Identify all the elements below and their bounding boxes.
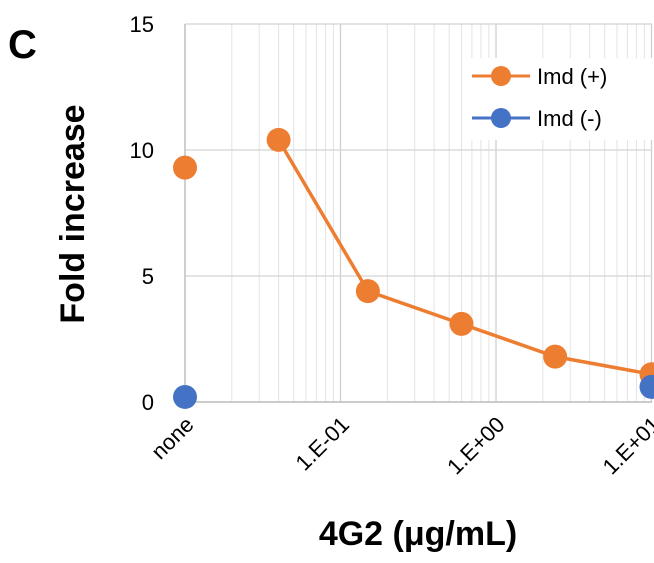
data-point xyxy=(355,279,380,304)
x-tick-label: 1.E+00 xyxy=(442,412,509,479)
series-line xyxy=(277,139,652,377)
y-tick-labels: 0 5 10 15 xyxy=(130,12,154,415)
y-tick-label: 15 xyxy=(130,12,154,37)
data-point xyxy=(173,155,197,180)
series-imd-minus xyxy=(173,374,654,409)
y-tick-label: 0 xyxy=(142,390,154,415)
y-axis-label: Fold increase xyxy=(54,104,92,323)
data-point xyxy=(543,344,568,369)
data-point xyxy=(639,374,654,399)
x-tick-label: 1.E-01 xyxy=(291,412,355,476)
panel-label: C xyxy=(8,23,37,67)
legend-label-imd-plus: Imd (+) xyxy=(537,64,607,89)
legend: Imd (+) Imd (-) xyxy=(462,58,654,140)
series-imd-plus xyxy=(173,127,654,387)
data-point xyxy=(449,311,474,336)
legend-marker-imd-plus xyxy=(491,66,511,86)
x-tick-labels: none 1.E-01 1.E+00 1.E+01 xyxy=(146,412,654,479)
legend-label-imd-minus: Imd (-) xyxy=(537,106,602,131)
axes xyxy=(184,24,652,403)
data-point xyxy=(173,384,197,409)
x-tick-label: 1.E+01 xyxy=(598,412,654,479)
series xyxy=(173,127,654,409)
y-tick-label: 5 xyxy=(142,264,154,289)
data-point xyxy=(266,127,291,152)
x-tick-label: none xyxy=(146,412,198,464)
legend-marker-imd-minus xyxy=(491,108,511,128)
x-axis-label: 4G2 (μg/mL) xyxy=(319,515,517,553)
y-tick-label: 10 xyxy=(130,138,154,163)
grid xyxy=(185,23,653,403)
